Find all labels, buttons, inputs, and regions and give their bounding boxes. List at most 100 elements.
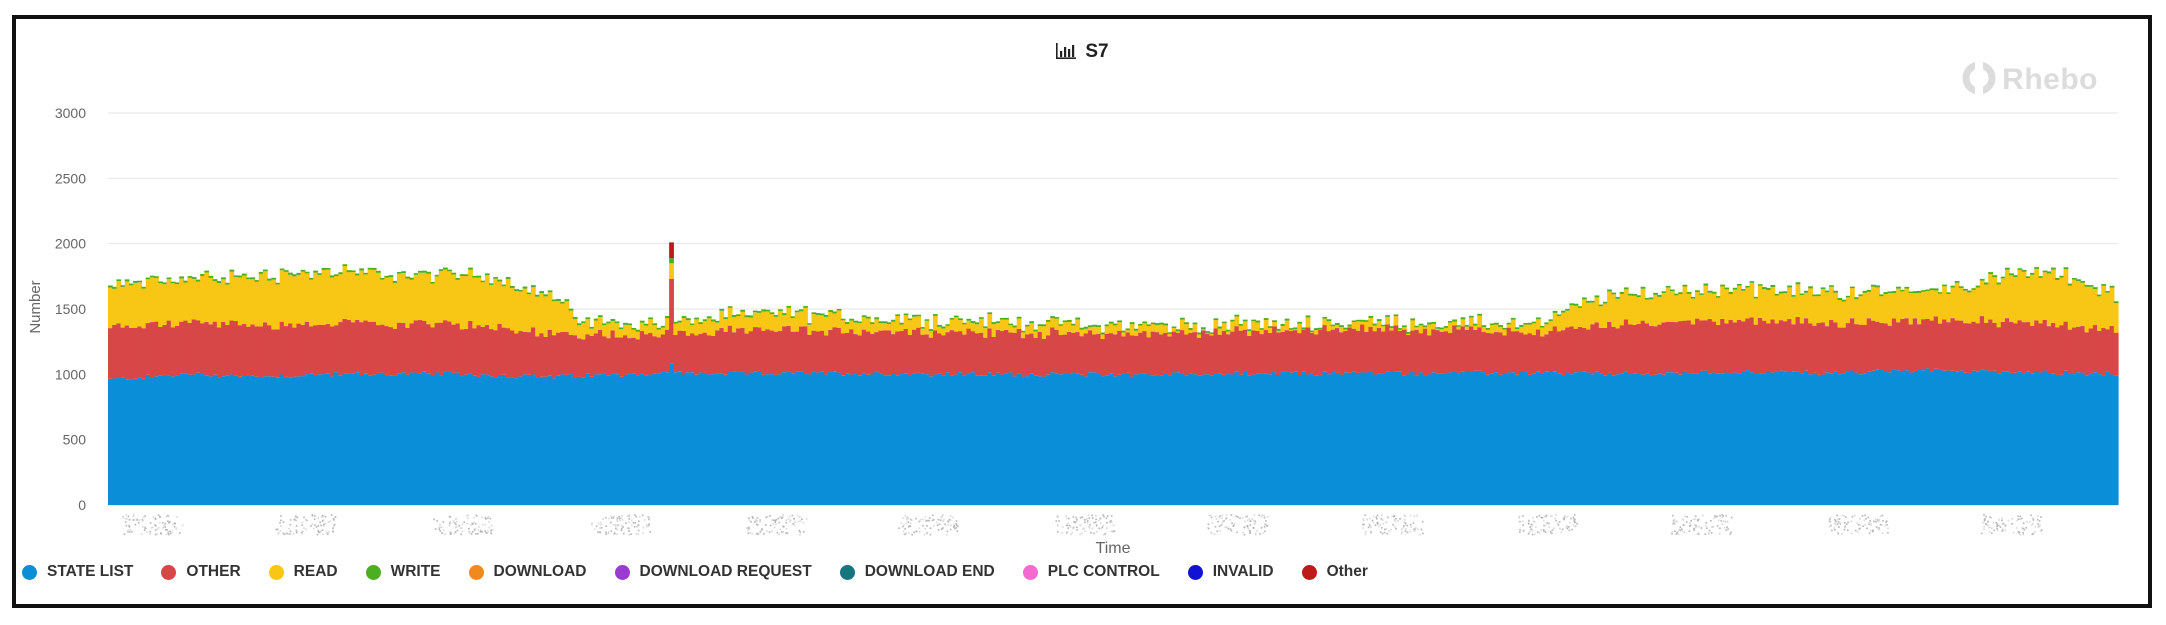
bar-segment[interactable]: [1736, 284, 1742, 286]
bar-segment[interactable]: [857, 335, 863, 376]
bar-segment[interactable]: [878, 330, 884, 374]
bar-segment[interactable]: [1494, 332, 1499, 373]
bar-segment[interactable]: [1247, 331, 1252, 336]
bar-segment[interactable]: [1288, 329, 1294, 331]
bar-segment[interactable]: [1167, 334, 1173, 337]
bar-segment[interactable]: [912, 314, 917, 317]
bar-segment[interactable]: [1200, 329, 1206, 331]
bar-segment[interactable]: [216, 283, 222, 328]
bar-segment[interactable]: [1393, 371, 1399, 505]
bar-segment[interactable]: [1062, 320, 1068, 323]
bar-segment[interactable]: [292, 376, 298, 505]
bar-segment[interactable]: [296, 272, 302, 275]
bar-segment[interactable]: [1732, 322, 1738, 373]
bar-segment[interactable]: [1762, 373, 1767, 505]
bar-segment[interactable]: [1678, 292, 1684, 295]
bar-segment[interactable]: [401, 273, 406, 323]
bar-segment[interactable]: [254, 281, 260, 327]
bar-segment[interactable]: [1422, 375, 1428, 505]
bar-segment[interactable]: [1376, 327, 1382, 374]
bar-segment[interactable]: [1611, 294, 1617, 327]
bar-segment[interactable]: [1632, 324, 1638, 374]
bar-segment[interactable]: [677, 371, 683, 505]
bar-segment[interactable]: [468, 269, 473, 321]
bar-segment[interactable]: [1171, 326, 1177, 329]
bar-segment[interactable]: [321, 374, 327, 505]
bar-segment[interactable]: [572, 335, 578, 378]
bar-segment[interactable]: [1234, 316, 1240, 327]
bar-segment[interactable]: [1937, 293, 1943, 324]
bar-segment[interactable]: [631, 329, 637, 338]
bar-segment[interactable]: [1862, 290, 1868, 293]
bar-segment[interactable]: [1728, 373, 1734, 505]
bar-segment[interactable]: [865, 374, 871, 505]
bar-segment[interactable]: [773, 374, 779, 505]
bar-segment[interactable]: [916, 372, 921, 505]
bar-segment[interactable]: [1452, 321, 1457, 326]
bar-segment[interactable]: [1473, 370, 1478, 505]
bar-segment[interactable]: [1954, 371, 1960, 505]
bar-segment[interactable]: [1083, 333, 1089, 377]
bar-segment[interactable]: [1963, 290, 1968, 324]
bar-segment[interactable]: [560, 301, 566, 304]
bar-segment[interactable]: [1020, 330, 1026, 333]
bar-segment[interactable]: [928, 329, 934, 331]
bar-segment[interactable]: [1046, 321, 1051, 336]
bar-segment[interactable]: [350, 270, 356, 273]
bar-segment[interactable]: [685, 318, 691, 321]
bar-segment[interactable]: [593, 333, 599, 375]
bar-segment[interactable]: [1104, 326, 1110, 334]
bar-segment[interactable]: [945, 332, 951, 373]
bar-segment[interactable]: [1996, 373, 2002, 505]
bar-segment[interactable]: [1318, 374, 1323, 505]
bar-segment[interactable]: [145, 323, 151, 375]
bar-segment[interactable]: [1213, 320, 1219, 329]
bar-segment[interactable]: [170, 281, 176, 284]
bar-segment[interactable]: [1351, 320, 1357, 323]
bar-segment[interactable]: [752, 312, 758, 328]
bar-segment[interactable]: [1812, 294, 1818, 297]
bar-segment[interactable]: [1092, 324, 1097, 327]
bar-segment[interactable]: [1154, 374, 1160, 505]
bar-segment[interactable]: [953, 331, 959, 375]
bar-segment[interactable]: [974, 333, 980, 376]
bar-segment[interactable]: [1347, 324, 1353, 327]
bar-segment[interactable]: [560, 374, 566, 505]
bar-segment[interactable]: [229, 320, 235, 375]
bar-segment[interactable]: [1975, 287, 1981, 324]
bar-segment[interactable]: [1372, 374, 1378, 505]
bar-segment[interactable]: [648, 319, 653, 333]
bar-segment[interactable]: [283, 326, 289, 377]
bar-segment[interactable]: [920, 327, 926, 329]
bar-segment[interactable]: [1657, 324, 1663, 374]
bar-segment[interactable]: [1364, 320, 1370, 322]
bar-segment[interactable]: [1238, 325, 1244, 331]
bar-segment[interactable]: [1121, 332, 1127, 337]
bar-segment[interactable]: [2097, 294, 2102, 297]
bar-segment[interactable]: [1649, 375, 1654, 505]
bar-segment[interactable]: [1125, 372, 1131, 505]
bar-segment[interactable]: [1975, 371, 1981, 505]
bar-segment[interactable]: [262, 269, 268, 272]
bar-segment[interactable]: [1879, 369, 1885, 505]
bar-segment[interactable]: [1041, 324, 1047, 327]
bar-segment[interactable]: [195, 279, 201, 282]
bar-segment[interactable]: [1950, 287, 1956, 319]
bar-segment[interactable]: [304, 273, 310, 322]
bar-segment[interactable]: [677, 330, 683, 372]
bar-segment[interactable]: [376, 325, 381, 373]
bar-segment[interactable]: [1937, 292, 1943, 294]
bar-segment[interactable]: [941, 326, 947, 329]
bar-segment[interactable]: [1033, 329, 1039, 332]
bar-segment[interactable]: [1079, 329, 1085, 337]
bar-segment[interactable]: [1531, 335, 1537, 374]
bar-segment[interactable]: [438, 269, 444, 272]
bar-segment[interactable]: [1020, 332, 1026, 339]
bar-segment[interactable]: [748, 317, 754, 332]
bar-segment[interactable]: [1251, 374, 1256, 505]
bar-segment[interactable]: [903, 315, 909, 329]
bar-segment[interactable]: [526, 294, 532, 333]
bar-segment[interactable]: [430, 375, 436, 505]
bar-segment[interactable]: [1029, 321, 1035, 324]
bar-segment[interactable]: [987, 328, 993, 373]
